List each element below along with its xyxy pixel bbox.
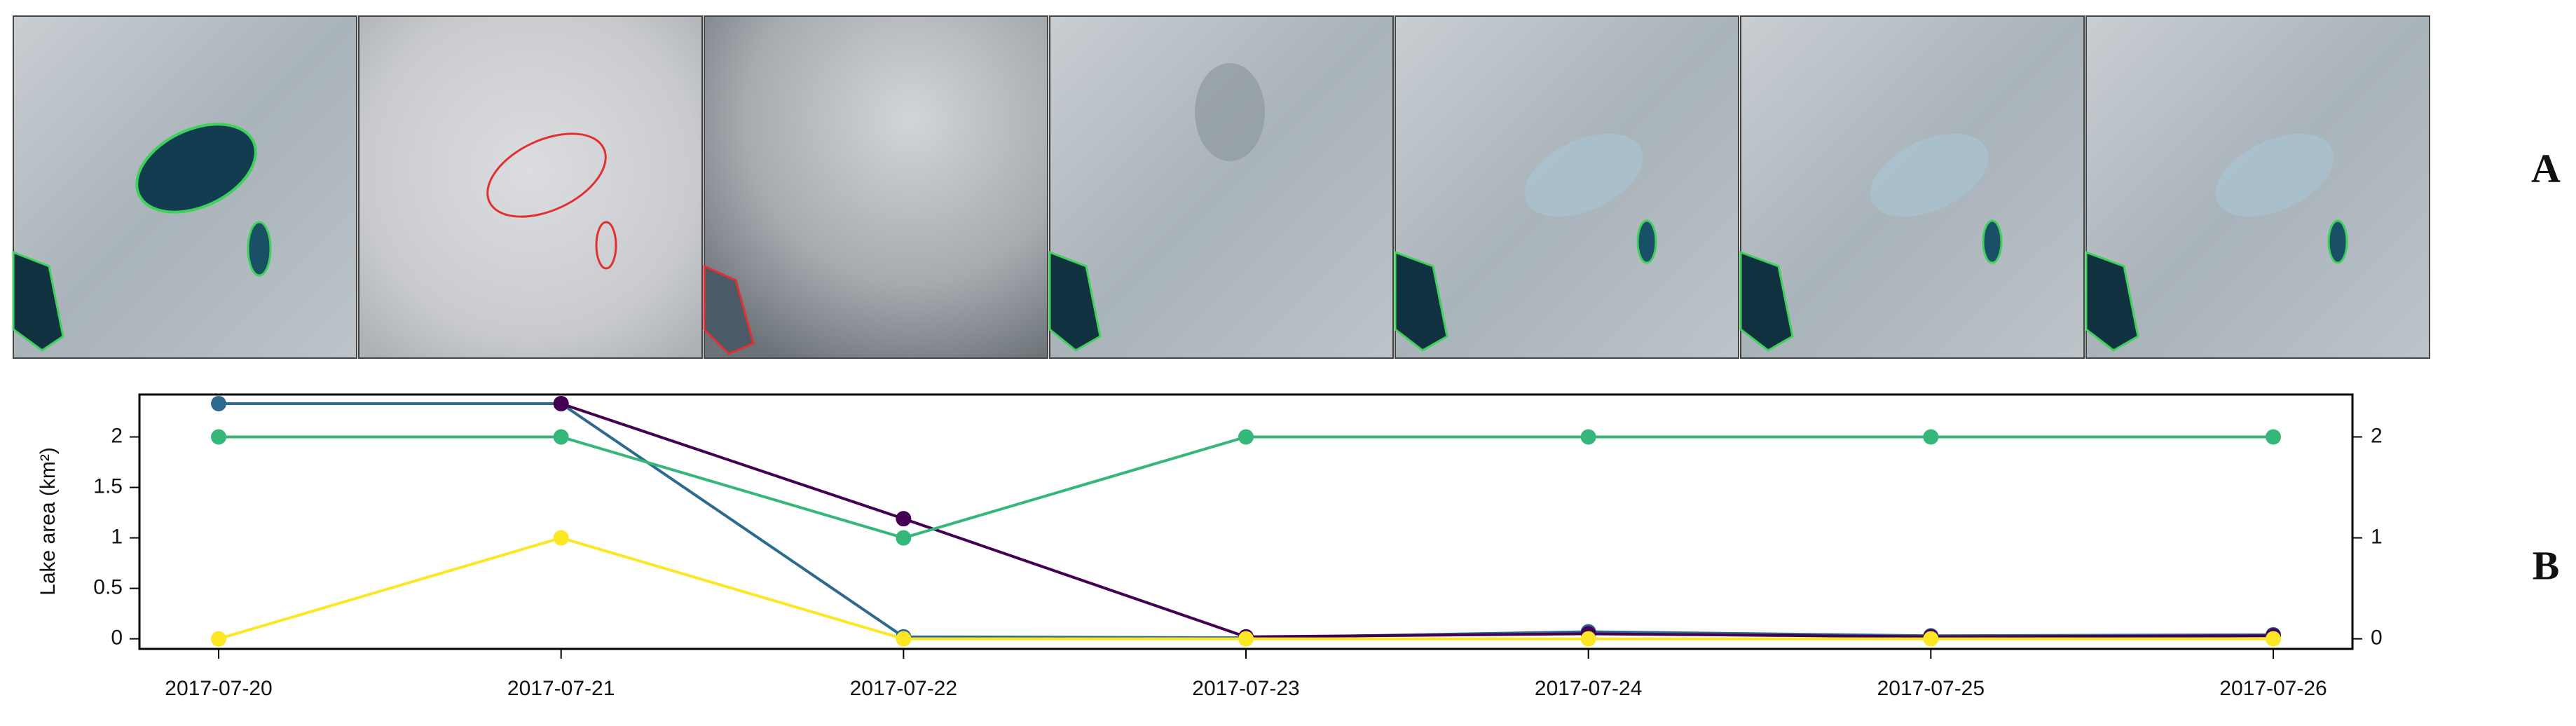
cloud [1195,63,1265,161]
y-tick-label: 2 [111,424,123,447]
y2-tick-label: 2 [2371,424,2383,447]
x-tick-label: 2017-07-23 [1192,677,1299,700]
data-point [211,429,226,445]
y-tick-label: 1 [111,525,123,548]
series-line [218,536,2273,641]
x-tick-label: 2017-07-24 [1535,677,1642,700]
lake [135,123,257,214]
data-point [1238,429,1254,445]
y-axis-title: Lake area (km²) [36,447,60,596]
lake [1636,219,1657,264]
satellite-image [358,15,703,359]
x-tick-label: 2017-07-22 [850,677,957,700]
data-point [1923,631,1939,647]
panel-label: A [2531,145,2561,191]
data-point [1580,631,1596,647]
lake [1870,133,1989,217]
lake [2215,133,2334,217]
data-point [2266,429,2281,445]
lake-outline [486,132,607,218]
x-tick-label: 2017-07-26 [2219,677,2327,700]
data-point [2266,631,2281,647]
y-tick-label: 0 [111,626,123,650]
panel-label: B [2533,542,2560,588]
data-point [1923,429,1939,445]
x-tick-label: 2017-07-20 [165,677,272,700]
data-point [553,395,569,411]
data-point [553,429,569,445]
lake [1394,250,1448,352]
x-tick-label: 2017-07-21 [507,677,615,700]
lake [2085,250,2139,352]
data-point [211,631,226,647]
lake [1048,250,1102,352]
data-point [896,511,912,527]
data-point [211,395,226,411]
data-point [896,631,912,647]
lake-outline [703,264,755,355]
data-point [896,530,912,546]
lake [1524,133,1643,217]
series-line [219,435,2273,540]
satellite-image [704,15,1048,359]
lake [1982,219,2003,264]
image-strip [12,15,2430,359]
y2-tick-label: 1 [2371,525,2383,548]
series-line [561,402,2274,638]
data-point [1580,429,1596,445]
y-tick-label: 0.5 [93,575,123,598]
lake [2327,219,2348,264]
lake [247,221,272,277]
lake [12,250,64,352]
lake [1739,250,1794,352]
y-tick-label: 1.5 [93,474,123,498]
y2-tick-label: 0 [2371,626,2383,650]
x-tick-label: 2017-07-25 [1877,677,1985,700]
lake-outline [595,221,617,270]
data-point [553,530,569,546]
data-point [1238,631,1254,647]
